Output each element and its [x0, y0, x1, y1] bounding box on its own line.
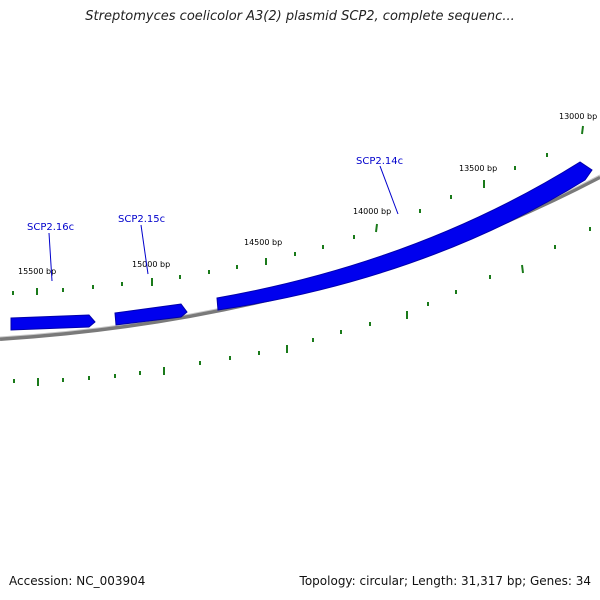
gene-label-scp2-14c[interactable]: SCP2.14c [356, 156, 403, 167]
gene-arrow-scp2-16c[interactable] [10, 314, 96, 331]
topology-summary-text: Topology: circular; Length: 31,317 bp; G… [299, 574, 591, 588]
tick-label: 14000 bp [353, 207, 391, 216]
tick-label: 13500 bp [459, 164, 497, 173]
gene-arrow-scp2-15c[interactable] [114, 303, 188, 326]
gene-label-scp2-15c[interactable]: SCP2.15c [118, 214, 165, 225]
leader-scp2-15c [140, 224, 149, 275]
accession-text: Accession: NC_003904 [9, 574, 146, 588]
tick-label: 14500 bp [244, 238, 282, 247]
tick-label: 15500 bp [18, 267, 56, 276]
tick-major [521, 264, 524, 274]
tick-major [375, 223, 378, 233]
leader-scp2-16c [48, 232, 53, 282]
map-title: Streptomyces coelicolor A3(2) plasmid SC… [85, 9, 515, 24]
tick-label: 15000 bp [132, 260, 170, 269]
gene-labels: SCP2.14c SCP2.15c SCP2.16c [27, 156, 403, 233]
tick-labels: 13000 bp 13500 bp 14000 bp 14500 bp 1500… [18, 112, 597, 276]
leader-scp2-14c [379, 165, 399, 215]
inner-tick-ring [13, 227, 591, 386]
gene-arrows [10, 161, 593, 331]
plasmid-backbone-highlight [0, 174, 600, 338]
tick-major [581, 125, 584, 135]
gene-label-scp2-16c[interactable]: SCP2.16c [27, 222, 74, 233]
gene-label-leaders [48, 165, 399, 282]
gene-arrow-scp2-14c[interactable] [216, 161, 593, 311]
outer-tick-ring [12, 125, 584, 295]
tick-label: 13000 bp [559, 112, 597, 121]
